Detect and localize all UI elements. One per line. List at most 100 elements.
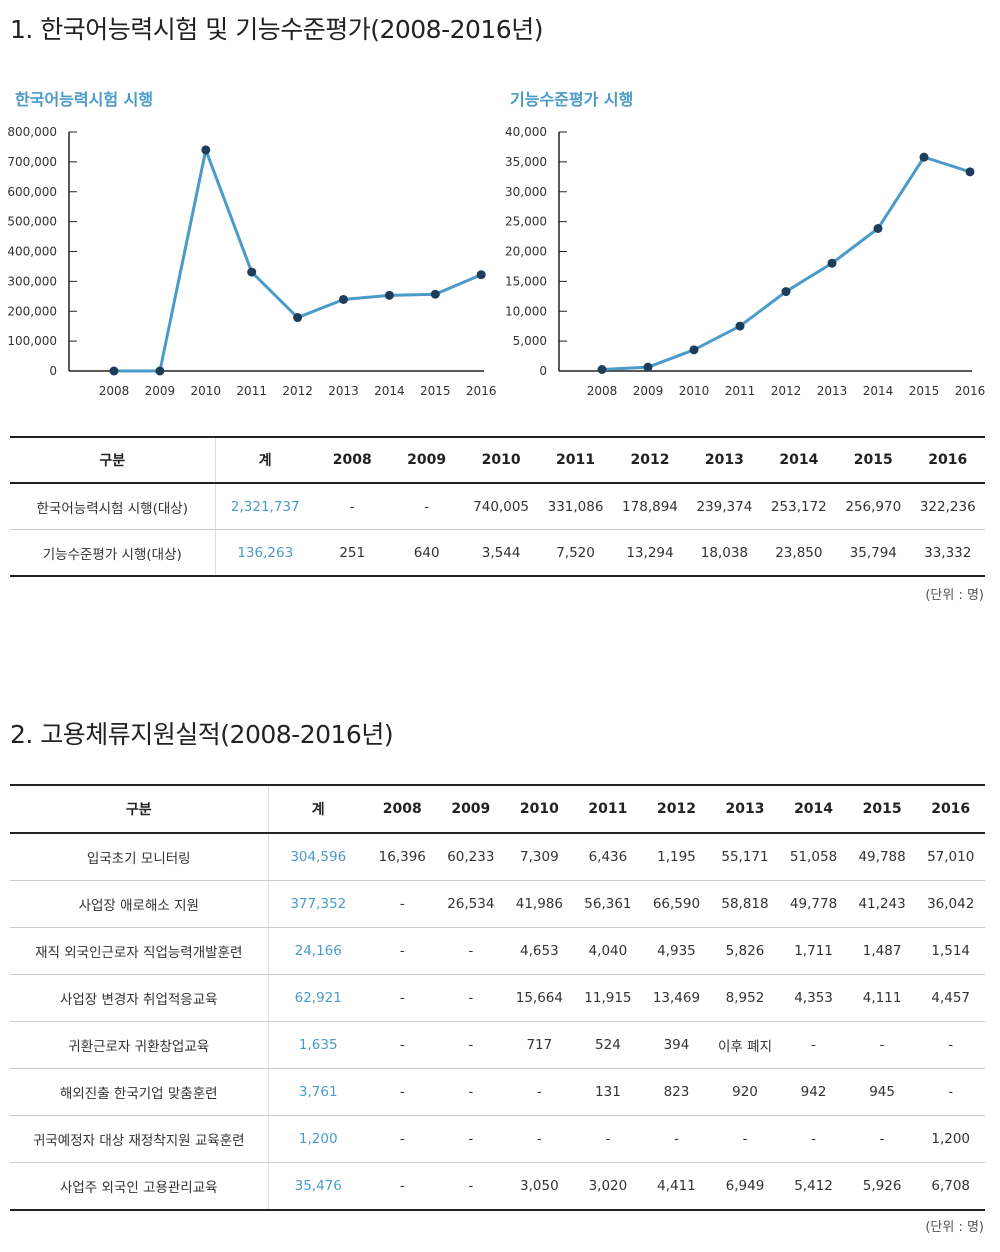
table-cell: 57,010 [916, 833, 985, 881]
table-cell: - [710, 1115, 780, 1163]
column-header: 2009 [389, 436, 464, 484]
table-cell: 1,195 [642, 833, 711, 881]
data-point [293, 313, 303, 323]
row-label: 기능수준평가 시행(대상) [10, 529, 216, 577]
table-cell: - [436, 1162, 506, 1211]
data-point [965, 167, 975, 177]
table-cell: 740,005 [463, 483, 539, 530]
table-cell: 66,590 [642, 880, 711, 928]
column-header: 계 [215, 436, 315, 484]
table-cell: 23,850 [761, 529, 837, 577]
y-tick-label: 35,000 [505, 155, 547, 169]
table-cell: 640 [389, 529, 464, 577]
table-row: 사업장 변경자 취업적응교육 62,921- -15,664 11,915 13,469… [10, 974, 985, 1022]
table-cell: 11,915 [573, 974, 643, 1022]
table-cell: - [368, 1115, 437, 1163]
data-point [155, 366, 165, 376]
table-cell: 253,172 [761, 483, 837, 530]
column-header: 구분 [10, 784, 269, 834]
table-row: 귀국예정자 대상 재정착지원 교육훈련 1,200- - - - - - - -1,200 [10, 1115, 985, 1163]
total-cell: 35,476 [268, 1162, 368, 1211]
table-cell: 49,788 [847, 833, 917, 881]
total-cell: 3,761 [268, 1068, 368, 1116]
column-header: 2014 [761, 436, 837, 484]
table-cell: - [436, 1021, 506, 1069]
y-tick-label: 100,000 [7, 334, 57, 348]
series-line [601, 155, 971, 371]
section-2-title: 2. 고용체류지원실적(2008-2016년) [10, 720, 394, 749]
column-header: 2013 [710, 784, 780, 834]
chart-1-title: 한국어능력시험 시행 [15, 90, 154, 109]
table-cell: - [642, 1115, 711, 1163]
table-cell: 41,986 [505, 880, 574, 928]
unit-note: (단위 : 명) [925, 588, 984, 603]
table-cell: 6,708 [916, 1162, 985, 1211]
data-point [597, 365, 607, 375]
table-cell: - [436, 1115, 506, 1163]
table-cell: 1,711 [779, 927, 848, 975]
table-cell: - [368, 1162, 437, 1211]
y-tick-label: 30,000 [505, 185, 547, 199]
x-tick-label: 2013 [817, 384, 848, 398]
column-header: 2015 [847, 784, 917, 834]
row-label: 귀국예정자 대상 재정착지원 교육훈련 [10, 1115, 269, 1163]
data-point [781, 287, 791, 297]
table-cell: 13,294 [612, 529, 688, 577]
table-cell: 16,396 [368, 833, 437, 881]
x-tick-label: 2008 [99, 384, 130, 398]
table-cell: 3,050 [505, 1162, 574, 1211]
x-tick-label: 2011 [725, 384, 756, 398]
data-point [689, 345, 699, 355]
table-cell: 256,970 [836, 483, 911, 530]
table-cell: 4,457 [916, 974, 985, 1022]
table-cell: 5,926 [847, 1162, 917, 1211]
table-cell: - [368, 1068, 437, 1116]
table-cell: - [505, 1068, 574, 1116]
table-cell: 4,653 [505, 927, 574, 975]
x-tick-label: 2009 [633, 384, 664, 398]
chart-2-title: 기능수준평가 시행 [510, 90, 634, 109]
table-cell: 8,952 [710, 974, 780, 1022]
table-cell: - [368, 927, 437, 975]
table-cell: 3,020 [573, 1162, 643, 1211]
table-cell: - [368, 974, 437, 1022]
series-line [114, 148, 482, 373]
table-cell: 51,058 [779, 833, 848, 881]
table-cell: - [505, 1115, 574, 1163]
row-label: 귀환근로자 귀환창업교육 [10, 1021, 269, 1069]
table-cell: 15,664 [505, 974, 574, 1022]
table-cell: 942 [779, 1068, 848, 1116]
table-cell: - [779, 1115, 848, 1163]
y-tick-label: 200,000 [7, 304, 57, 318]
column-header: 2012 [642, 784, 711, 834]
data-point [643, 362, 653, 372]
table-cell: 35,794 [836, 529, 911, 577]
total-cell: 2,321,737 [215, 483, 315, 530]
table-cell: 823 [642, 1068, 711, 1116]
table-cell: - [315, 483, 390, 530]
y-tick-label: 0 [539, 364, 547, 378]
column-header: 2010 [463, 436, 539, 484]
table-cell: 58,818 [710, 880, 780, 928]
x-tick-label: 2011 [236, 384, 267, 398]
data-point [247, 267, 257, 277]
table-cell: 60,233 [436, 833, 506, 881]
x-tick-label: 2016 [955, 384, 986, 398]
row-label: 사업주 외국인 고용관리교육 [10, 1162, 269, 1211]
x-tick-label: 2009 [145, 384, 176, 398]
data-point [384, 290, 394, 300]
column-header: 2012 [612, 436, 688, 484]
table-cell: 4,040 [573, 927, 643, 975]
y-tick-label: 5,000 [513, 334, 547, 348]
table-cell: 49,778 [779, 880, 848, 928]
table-cell: - [436, 974, 506, 1022]
total-cell: 1,200 [268, 1115, 368, 1163]
table-cell: 이후 폐지 [710, 1021, 780, 1069]
unit-note: (단위 : 명) [925, 1220, 984, 1235]
column-header: 2009 [436, 784, 506, 834]
table-cell: 56,361 [573, 880, 643, 928]
table-cell: 717 [505, 1021, 574, 1069]
column-header: 2008 [368, 784, 437, 834]
row-label: 사업장 변경자 취업적응교육 [10, 974, 269, 1022]
table-row: 입국초기 모니터링 304,596 16,396 60,233 7,309 6,436 1,… [10, 833, 985, 881]
